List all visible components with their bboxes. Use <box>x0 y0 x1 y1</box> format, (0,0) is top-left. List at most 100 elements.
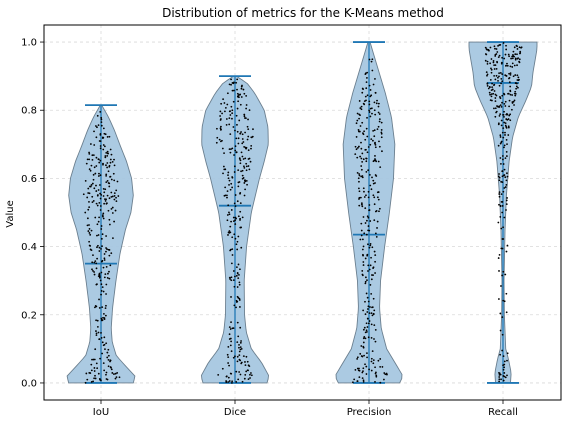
data-point <box>100 317 103 320</box>
data-point <box>354 153 357 156</box>
data-point <box>500 162 502 165</box>
data-point <box>373 196 376 199</box>
data-point <box>244 179 246 182</box>
data-point <box>498 378 501 381</box>
data-point <box>229 249 232 252</box>
data-point <box>228 380 231 382</box>
data-point <box>516 74 519 77</box>
data-point <box>500 105 503 108</box>
data-point <box>245 165 248 168</box>
data-point <box>494 47 496 50</box>
data-point <box>230 350 233 353</box>
data-point <box>98 184 101 186</box>
data-point <box>105 371 108 374</box>
data-point <box>491 82 493 85</box>
data-point <box>366 71 369 74</box>
data-point <box>237 169 240 172</box>
data-point <box>371 69 374 72</box>
data-point <box>226 103 229 106</box>
data-point <box>376 227 378 229</box>
data-point <box>377 105 380 108</box>
data-point <box>248 168 251 171</box>
data-point <box>94 348 97 351</box>
data-point <box>501 238 504 240</box>
data-point <box>236 321 239 324</box>
data-point <box>88 152 91 155</box>
data-point <box>92 200 95 202</box>
data-point <box>100 116 103 119</box>
data-point <box>356 112 359 115</box>
data-point <box>244 157 247 160</box>
data-point <box>230 340 233 343</box>
data-point <box>96 246 98 249</box>
data-point <box>236 107 239 110</box>
data-point <box>101 352 104 355</box>
data-point <box>103 253 106 255</box>
data-point <box>233 89 235 92</box>
data-point <box>358 173 361 175</box>
data-point <box>501 247 504 250</box>
data-point <box>369 95 372 98</box>
data-point <box>237 142 240 145</box>
data-point <box>359 238 362 241</box>
data-point <box>100 337 103 339</box>
data-point <box>502 375 505 377</box>
data-point <box>373 219 376 222</box>
data-point <box>374 254 377 257</box>
data-point <box>110 191 113 194</box>
data-point <box>363 232 366 235</box>
data-point <box>235 81 238 84</box>
data-point <box>372 83 375 86</box>
data-point <box>509 73 512 76</box>
data-point <box>509 65 512 68</box>
data-point <box>513 55 515 58</box>
data-point <box>365 292 368 295</box>
data-point <box>364 282 367 285</box>
data-point <box>102 136 105 139</box>
data-point <box>362 216 365 218</box>
data-point <box>518 61 521 64</box>
data-point <box>499 113 502 116</box>
data-point <box>234 145 237 148</box>
data-point <box>103 343 106 346</box>
data-point <box>509 119 512 122</box>
data-point <box>245 147 247 150</box>
data-point <box>365 81 368 83</box>
data-point <box>113 195 116 197</box>
data-point <box>498 298 500 300</box>
data-point <box>383 372 386 374</box>
data-point <box>230 78 232 81</box>
data-point <box>95 262 98 265</box>
data-point <box>111 372 114 374</box>
data-point <box>249 160 252 163</box>
data-point <box>505 203 508 206</box>
data-point <box>237 215 240 218</box>
data-point <box>374 174 377 176</box>
data-point <box>368 246 371 249</box>
data-point <box>227 204 230 207</box>
data-point <box>377 111 380 114</box>
data-point <box>233 202 236 205</box>
data-point <box>364 95 367 98</box>
data-point <box>362 264 365 266</box>
data-point <box>485 71 488 74</box>
data-point <box>376 99 378 102</box>
data-point <box>490 95 493 98</box>
data-point <box>234 219 237 222</box>
data-point <box>96 257 99 260</box>
data-point <box>228 333 231 336</box>
data-point <box>361 371 364 374</box>
data-point <box>358 100 361 102</box>
data-point <box>514 90 517 93</box>
data-point <box>356 367 359 370</box>
data-point <box>379 365 382 368</box>
data-point <box>93 367 96 369</box>
data-point <box>501 316 504 319</box>
data-point <box>222 98 225 101</box>
data-point <box>88 151 90 154</box>
data-point <box>374 260 376 263</box>
data-point <box>82 193 85 196</box>
data-point <box>501 80 504 83</box>
data-point <box>247 378 250 381</box>
data-point <box>238 371 241 373</box>
